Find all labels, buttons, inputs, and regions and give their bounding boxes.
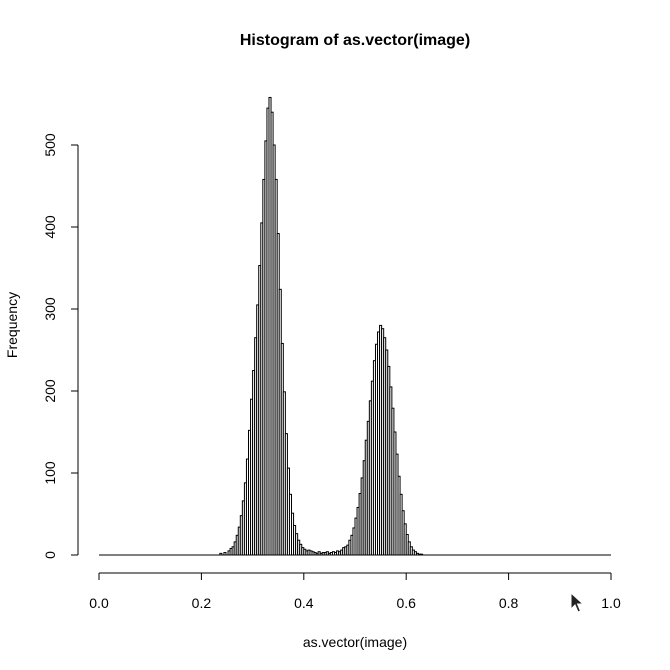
y-tick-label: 100 [42, 461, 58, 485]
y-axis-ticks: 0 100 200 300 400 500 [42, 133, 78, 559]
y-axis-label: Frequency [4, 292, 20, 358]
y-tick-label: 500 [42, 133, 58, 157]
x-tick-label: 0.4 [294, 595, 314, 611]
x-tick-label: 0.2 [192, 595, 212, 611]
x-tick-label: 0.0 [89, 595, 109, 611]
x-axis-label: as.vector(image) [303, 634, 407, 650]
y-axis: 0 100 200 300 400 500 [42, 133, 79, 559]
x-tick-label: 0.6 [396, 595, 416, 611]
x-tick-label: 0.8 [499, 595, 519, 611]
arrow-cursor-icon [570, 592, 585, 613]
y-tick-label: 0 [42, 551, 58, 559]
x-tick-label: 1.0 [601, 595, 621, 611]
y-tick-label: 400 [42, 215, 58, 239]
histogram-bars [99, 96, 611, 556]
y-tick-label: 300 [42, 297, 58, 321]
x-axis-ticks: 0.0 0.2 0.4 0.6 0.8 1.0 [89, 573, 621, 611]
chart-title: Histogram of as.vector(image) [240, 32, 470, 49]
x-axis: 0.0 0.2 0.4 0.6 0.8 1.0 [89, 572, 621, 611]
y-tick-label: 200 [42, 379, 58, 403]
